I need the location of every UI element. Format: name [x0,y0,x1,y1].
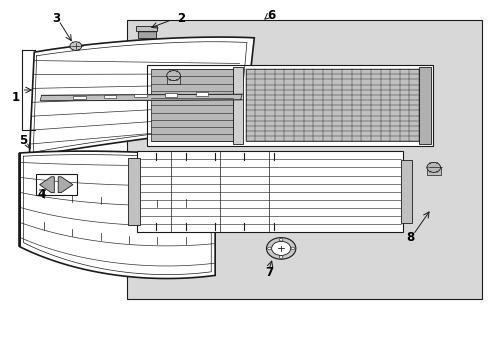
Circle shape [166,71,180,81]
Bar [138,31,155,38]
Text: 6: 6 [267,9,275,22]
Text: 4: 4 [38,188,45,201]
Polygon shape [40,94,242,101]
Polygon shape [29,37,254,157]
Circle shape [267,247,271,250]
Circle shape [271,242,290,256]
Circle shape [290,247,294,250]
Polygon shape [58,177,73,193]
Polygon shape [40,177,54,193]
Bar [166,76,180,84]
Polygon shape [127,20,481,299]
Bar [233,67,243,144]
Circle shape [279,256,283,258]
Circle shape [70,42,81,50]
Circle shape [266,238,295,259]
Text: 8: 8 [406,231,414,244]
Bar [165,93,177,96]
Bar [245,69,418,141]
Bar [103,95,116,98]
Bar [134,94,146,98]
Bar [73,95,85,99]
Circle shape [426,162,440,172]
Text: 7: 7 [264,266,272,279]
Bar [400,160,411,223]
Bar [36,174,77,195]
Bar [128,158,140,225]
Text: 5: 5 [20,134,27,147]
Circle shape [279,238,283,241]
Bar [195,92,207,96]
Bar [137,151,403,232]
Text: 3: 3 [52,12,60,24]
Bar [418,67,430,144]
Bar [426,167,440,175]
Bar [136,26,157,31]
Polygon shape [20,151,215,279]
Bar [150,69,232,141]
Text: 1: 1 [12,91,20,104]
Text: 2: 2 [177,12,184,25]
Bar [146,65,432,146]
